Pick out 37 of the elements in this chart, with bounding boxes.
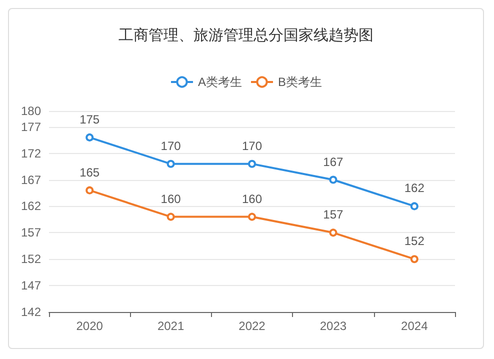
legend-label: A类考生 — [198, 75, 242, 89]
x-tick-label: 2024 — [401, 319, 428, 333]
y-tick-label: 177 — [20, 120, 42, 134]
point — [248, 160, 256, 168]
chart-title: 工商管理、旅游管理总分国家线趋势图 — [118, 27, 374, 44]
y-tick-label: 172 — [20, 146, 42, 160]
y-tick-label: 167 — [20, 172, 42, 187]
point — [410, 255, 418, 264]
point — [166, 160, 175, 168]
y-tick-label: 180 — [20, 104, 42, 118]
data-label: 160 — [242, 192, 262, 206]
point — [248, 212, 256, 221]
data-label: 175 — [80, 112, 100, 126]
y-tick-label: 142 — [20, 305, 42, 319]
y-tick-label: 147 — [20, 278, 42, 293]
y-tick-label: 157 — [20, 226, 42, 240]
point — [329, 176, 338, 184]
data-label: 170 — [160, 138, 182, 153]
x-tick-label: 2020 — [76, 319, 104, 333]
data-label: 165 — [80, 165, 100, 180]
x-tick-label: 2021 — [157, 319, 184, 333]
y-tick-label: 162 — [20, 199, 42, 214]
data-label: 152 — [404, 234, 425, 248]
legend-label: B类考生 — [278, 75, 322, 89]
data-label: 170 — [242, 138, 262, 153]
point — [86, 186, 94, 194]
x-tick-label: 2023 — [320, 319, 347, 333]
data-label: 160 — [160, 192, 182, 206]
point — [86, 133, 94, 142]
data-label: 162 — [404, 181, 425, 196]
x-tick-label: 2022 — [238, 319, 266, 333]
y-tick-label: 152 — [20, 252, 42, 266]
point — [329, 228, 338, 237]
data-label: 167 — [323, 154, 344, 169]
point — [410, 202, 418, 210]
data-label: 157 — [323, 208, 344, 222]
point — [166, 212, 175, 221]
